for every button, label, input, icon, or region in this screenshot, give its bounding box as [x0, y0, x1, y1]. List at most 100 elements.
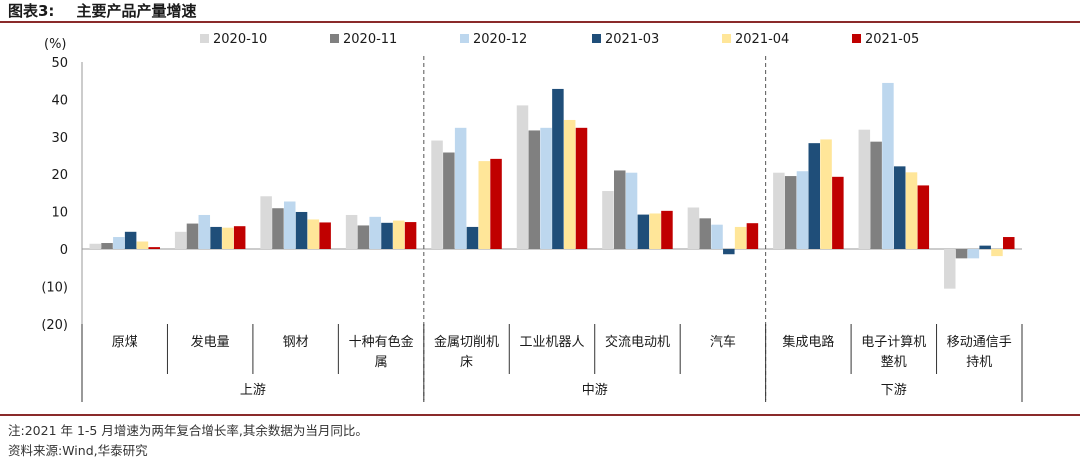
bar-2020-12-1	[198, 214, 211, 249]
legend-label: 2020-12	[473, 32, 527, 47]
bar-2020-11-10	[955, 249, 968, 259]
bar-2021-03-10	[979, 245, 991, 249]
category-label: 电子计算机	[861, 335, 926, 350]
bar-2020-12-6	[625, 172, 638, 249]
axes: (%) 50 40 30 20 10 0 (10) (20)	[41, 37, 1022, 400]
footnote: 注:2021 年 1-5 月增速为两年复合增长率,其余数据为当月同比。	[8, 423, 368, 438]
bar-2021-05-1	[233, 226, 246, 249]
bar-2020-12-9	[882, 82, 894, 249]
bar-2021-04-4	[478, 161, 490, 249]
bar-2021-05-0	[148, 247, 160, 249]
figure-caption: 主要产品产量增速	[76, 2, 197, 20]
bar-2021-03-8	[808, 143, 821, 249]
bar-2021-05-10	[1003, 237, 1015, 249]
bar-2021-04-3	[393, 220, 405, 249]
bar-2020-10-3	[345, 214, 358, 249]
legend-label: 2021-05	[865, 32, 919, 47]
bottom-rule	[0, 414, 1080, 416]
category-label: 钢材	[283, 335, 309, 350]
category-label: 交流电动机	[605, 334, 670, 350]
legend-swatch-2020-10	[200, 34, 209, 43]
bar-2020-10-7	[687, 207, 700, 249]
bar-2020-10-6	[602, 191, 614, 249]
bar-2021-03-0	[124, 231, 137, 249]
bar-2020-12-4	[454, 127, 467, 249]
bar-2021-04-1	[222, 227, 234, 249]
bar-2021-04-7	[734, 226, 747, 249]
group-label: 中游	[582, 383, 608, 398]
bar-2020-10-1	[174, 231, 187, 249]
legend-swatch-2021-03	[592, 34, 601, 43]
bar-2020-11-6	[614, 170, 626, 249]
y-tick-label: (20)	[41, 318, 68, 333]
bar-2021-05-8	[832, 176, 844, 249]
bar-2020-11-9	[870, 141, 882, 249]
bar-2021-04-10	[991, 249, 1003, 257]
bar-2020-11-8	[784, 176, 797, 249]
category-label: 原煤	[112, 335, 138, 350]
bar-2020-11-5	[528, 130, 541, 249]
category-label: 移动通信手	[947, 335, 1012, 350]
bar-2021-03-3	[381, 222, 393, 249]
bar-2021-03-7	[723, 249, 735, 255]
legend-swatch-2021-04	[722, 34, 731, 43]
bar-2021-03-2	[295, 211, 308, 249]
category-label: 金属切削机	[434, 334, 499, 350]
legend-swatch-2020-11	[330, 34, 339, 43]
bar-2021-05-4	[490, 158, 502, 249]
bars	[89, 82, 1015, 289]
top-rule	[0, 21, 1080, 23]
bar-2021-04-5	[563, 119, 576, 249]
bar-2021-05-2	[319, 222, 331, 249]
category-label: 集成电路	[782, 334, 834, 350]
bar-2020-11-3	[357, 225, 370, 249]
bar-2020-10-10	[944, 249, 956, 289]
bar-2021-05-9	[917, 185, 930, 249]
y-tick-label: 0	[60, 243, 68, 258]
bar-2021-04-2	[307, 219, 320, 249]
legend-label: 2020-10	[213, 32, 267, 47]
bar-2021-04-0	[136, 241, 149, 249]
legend: 2020-10 2020-11 2020-12 2021-03 2021-04 2021-…	[200, 32, 919, 47]
bar-2021-03-6	[637, 214, 650, 249]
bar-2021-05-7	[746, 223, 759, 249]
bar-2020-10-2	[260, 196, 272, 249]
bar-2021-03-5	[552, 88, 564, 250]
bar-2021-04-9	[905, 172, 918, 249]
category-label: 属	[375, 355, 388, 370]
bar-2020-12-8	[796, 171, 809, 249]
bar-2020-11-7	[699, 218, 711, 249]
legend-swatch-2020-12	[460, 34, 469, 43]
bar-2020-12-3	[369, 216, 381, 249]
bar-2020-10-9	[858, 129, 871, 249]
legend-label: 2021-04	[735, 32, 789, 47]
y-tick-label: 50	[51, 56, 68, 71]
bar-2020-12-0	[113, 237, 125, 249]
bar-2021-03-4	[466, 226, 479, 249]
bar-2020-11-0	[101, 243, 113, 249]
bar-2020-12-5	[540, 127, 552, 249]
bar-2020-12-10	[967, 249, 980, 259]
bar-2020-10-4	[431, 140, 443, 249]
group-label: 下游	[881, 383, 907, 398]
y-tick-label: 20	[51, 168, 68, 183]
legend-swatch-2021-05	[852, 34, 861, 43]
category-label: 持机	[966, 355, 992, 370]
y-tick-label: (10)	[41, 280, 68, 295]
category-label: 工业机器人	[519, 335, 584, 350]
group-label: 上游	[240, 383, 266, 398]
source-note: 资料来源:Wind,华泰研究	[8, 443, 148, 458]
bar-2020-11-4	[443, 152, 455, 249]
bar-2020-11-2	[272, 208, 284, 249]
bar-2020-10-5	[516, 105, 529, 249]
bar-2020-11-1	[186, 223, 199, 249]
y-tick-label: 40	[51, 93, 68, 108]
bar-2020-10-8	[773, 172, 785, 249]
bar-2021-05-5	[575, 127, 588, 249]
figure-title: 图表3: 主要产品产量增速	[8, 0, 196, 21]
y-tick-label: 10	[51, 206, 68, 221]
category-label: 发电量	[191, 334, 230, 350]
bar-2021-05-6	[661, 210, 673, 249]
bar-2021-04-8	[820, 139, 832, 249]
